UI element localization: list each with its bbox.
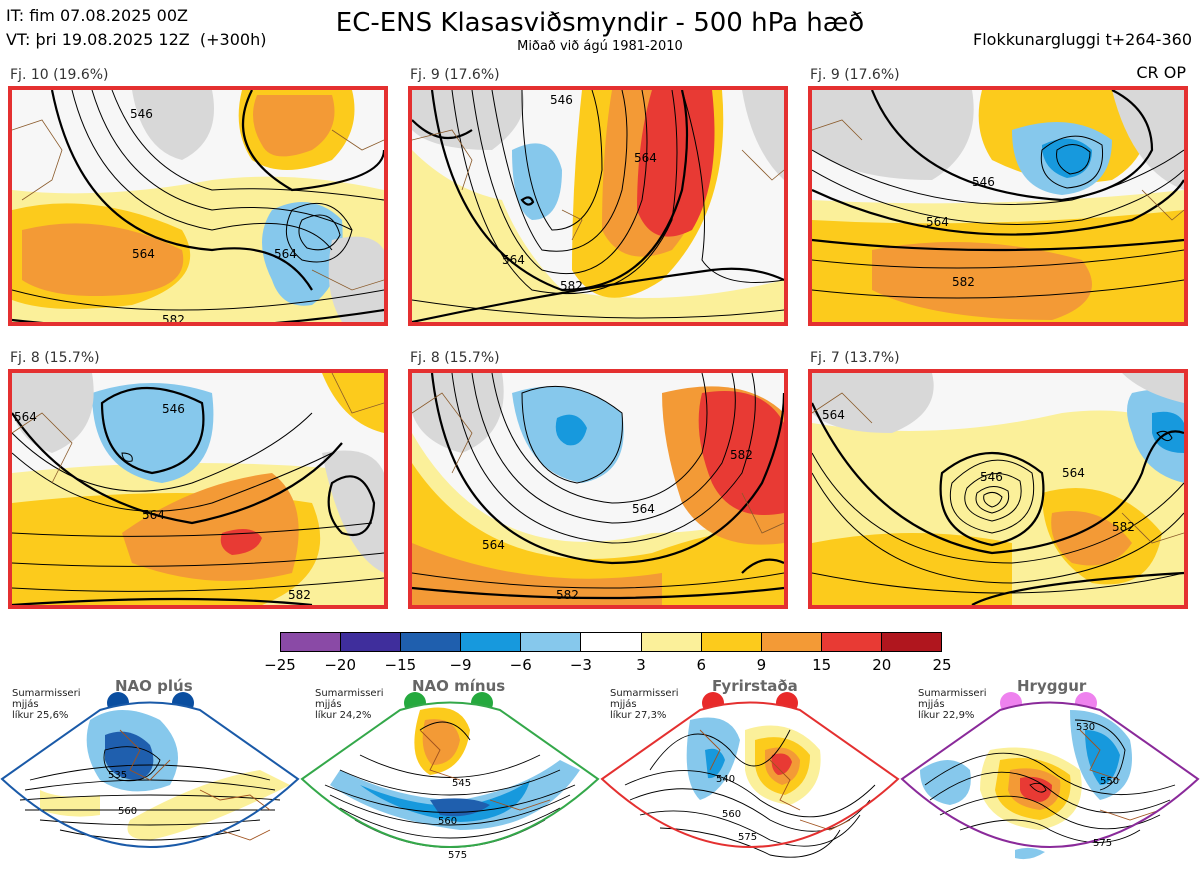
- colorbar-tick-label: 20: [872, 656, 892, 674]
- contour-label: 564: [14, 410, 37, 424]
- colorbar-tick-label: 15: [812, 656, 832, 674]
- colorbar-segment: [761, 633, 822, 651]
- init-time: IT: fim 07.08.2025 00Z: [6, 6, 188, 25]
- cluster-map-3: 546 564 582: [808, 86, 1188, 326]
- regime-map-ridge: 530 550 575: [900, 701, 1200, 860]
- contour-label: 560: [722, 809, 741, 820]
- colorbar-segment: [401, 633, 462, 651]
- colorbar-tick-label: −9: [449, 656, 472, 674]
- contour-label: 546: [550, 93, 573, 107]
- regime-title-ridge: Hryggur: [1017, 677, 1087, 695]
- colorbar-tick-label: 9: [756, 656, 767, 674]
- colorbar-tick-label: −20: [324, 656, 356, 674]
- contour-label: 582: [1112, 520, 1135, 534]
- contour-label: 582: [288, 588, 311, 602]
- panel-label-6: Fj. 7 (13.7%): [810, 350, 900, 366]
- colorbar-segment: [281, 633, 342, 651]
- contour-label: 546: [980, 470, 1003, 484]
- panel-label-3: Fj. 9 (17.6%): [810, 67, 900, 83]
- classification-window: Flokkunargluggi t+264-360: [973, 30, 1192, 49]
- contour-label: 564: [634, 151, 657, 165]
- colorbar-segment: [581, 633, 642, 651]
- contour-label: 564: [822, 408, 845, 422]
- contour-label: 546: [130, 107, 153, 121]
- contour-label: 540: [716, 774, 735, 785]
- contour-label: 564: [142, 508, 165, 522]
- contour-label: 560: [438, 816, 457, 827]
- regime-maps: 535 560 545 560 575: [0, 701, 1200, 861]
- contour-label: 564: [1062, 466, 1085, 480]
- panel-label-1: Fj. 10 (19.6%): [10, 67, 109, 83]
- regime-info-ridge: Sumarmisseri mjjás líkur 22,9%: [918, 688, 987, 721]
- contour-label: 575: [448, 850, 467, 861]
- colorbar-segment: [641, 633, 702, 651]
- contour-label: 530: [1076, 722, 1095, 733]
- contour-label: 582: [162, 313, 185, 322]
- colorbar-tick-label: −3: [569, 656, 592, 674]
- colorbar: [280, 632, 942, 652]
- contour-label: 575: [1093, 838, 1112, 849]
- cluster-map-4: 546 564 564 582: [8, 369, 388, 609]
- colorbar-segment: [881, 633, 942, 651]
- regime-info-blocking: Sumarmisseri mjjás líkur 27,3%: [610, 688, 679, 721]
- colorbar-segment: [341, 633, 402, 651]
- colorbar-tick-label: 3: [636, 656, 646, 674]
- panel-label-5: Fj. 8 (15.7%): [410, 350, 500, 366]
- contour-label: 582: [556, 588, 579, 602]
- regime-title-nao-plus: NAO plús: [115, 677, 193, 695]
- contour-label: 545: [452, 778, 471, 789]
- colorbar-tick-label: −25: [264, 656, 296, 674]
- contour-label: 560: [118, 806, 137, 817]
- cluster-map-2: 546 564 564 582: [408, 86, 788, 326]
- contour-label: 564: [132, 247, 155, 261]
- contour-label: 535: [108, 770, 127, 781]
- regime-map-nao-plus: 535 560: [0, 701, 300, 848]
- regime-title-blocking: Fyrirstaða: [712, 677, 798, 695]
- page-title: EC-ENS Klasasviðsmyndir - 500 hPa hæð: [335, 8, 865, 38]
- contour-label: 582: [560, 279, 583, 293]
- colorbar-tick-label: −15: [384, 656, 417, 674]
- contour-label: 550: [1100, 776, 1119, 787]
- panel-label-4: Fj. 8 (15.7%): [10, 350, 100, 366]
- contour-label: 564: [502, 253, 525, 267]
- colorbar-segment: [521, 633, 582, 651]
- colorbar-segment: [701, 633, 762, 651]
- contour-label: 564: [632, 502, 655, 516]
- contour-label: 564: [274, 247, 297, 261]
- cluster-map-5: 564 564 582 582: [408, 369, 788, 609]
- crop-label: CR OP: [1136, 63, 1186, 82]
- contour-label: 564: [926, 215, 949, 229]
- regime-title-nao-minus: NAO mínus: [412, 677, 506, 695]
- valid-time: VT: þri 19.08.2025 12Z (+300h): [6, 30, 267, 49]
- regime-info-nao-minus: Sumarmisseri mjjás líkur 24,2%: [315, 688, 384, 721]
- colorbar-segment: [821, 633, 882, 651]
- colorbar-tick-label: 6: [696, 656, 707, 674]
- contour-label: 546: [972, 175, 995, 189]
- regime-map-nao-minus: 545 560 575: [300, 701, 600, 861]
- regime-map-blocking: 540 560 575: [600, 701, 900, 858]
- cluster-map-1: 546 564 564 582: [8, 86, 388, 326]
- contour-label: 582: [730, 448, 753, 462]
- contour-label: 546: [162, 402, 185, 416]
- panel-label-2: Fj. 9 (17.6%): [410, 67, 500, 83]
- contour-label: 564: [482, 538, 505, 552]
- colorbar-tick-label: 25: [932, 656, 952, 674]
- page-subtitle: Miðað við ágú 1981-2010: [517, 39, 683, 54]
- regime-info-nao-plus: Sumarmisseri mjjás líkur 25,6%: [12, 688, 81, 721]
- contour-label: 582: [952, 275, 975, 289]
- colorbar-segment: [461, 633, 522, 651]
- colorbar-tick-label: −6: [509, 656, 532, 674]
- cluster-map-6: 564 546 564 582: [808, 369, 1188, 609]
- contour-label: 575: [738, 832, 757, 843]
